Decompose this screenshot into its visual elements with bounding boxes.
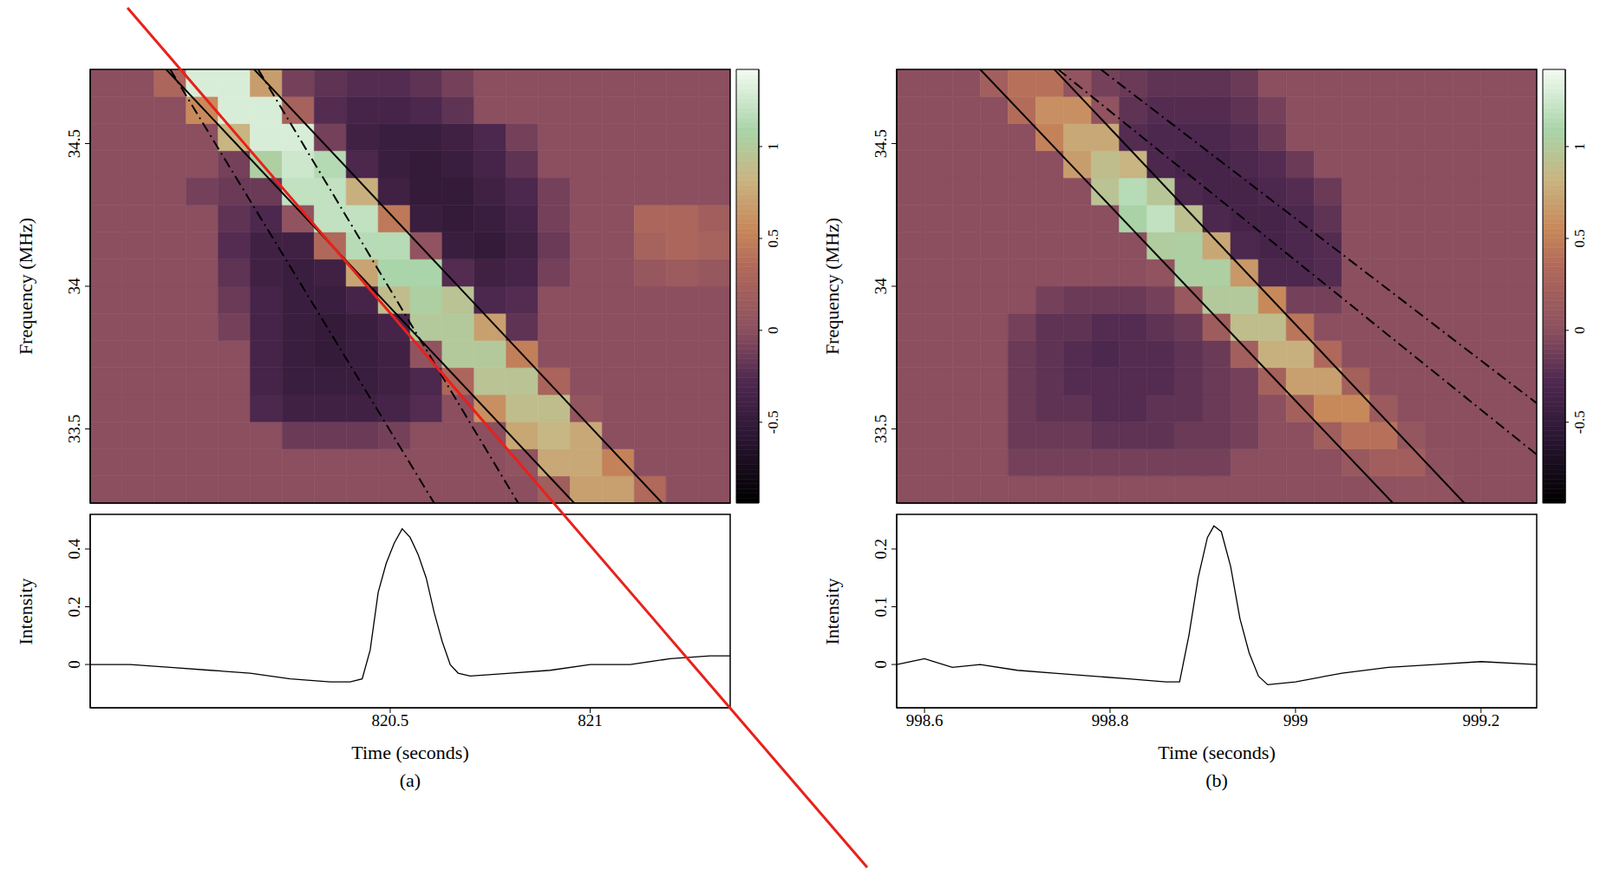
html-text:Intensity: Intensity xyxy=(821,577,843,645)
html-text:(b): (b) xyxy=(1205,769,1228,791)
svg-text:34: 34 xyxy=(871,277,890,295)
svg-text:999: 999 xyxy=(1283,711,1309,730)
html-text:(a): (a) xyxy=(399,769,421,791)
html-text:Frequency (MHz): Frequency (MHz) xyxy=(821,217,843,355)
svg-text:34.5: 34.5 xyxy=(65,129,84,158)
svg-text:0.5: 0.5 xyxy=(764,228,782,248)
svg-text:34.5: 34.5 xyxy=(871,129,890,158)
svg-text:0: 0 xyxy=(871,659,890,669)
svg-text:1: 1 xyxy=(1571,143,1588,151)
svg-text:-0.5: -0.5 xyxy=(1571,410,1588,434)
svg-text:820.5: 820.5 xyxy=(372,711,410,730)
svg-text:33.5: 33.5 xyxy=(871,414,890,444)
html-text:Time (seconds): Time (seconds) xyxy=(351,741,469,764)
html-text:Intensity: Intensity xyxy=(14,577,37,645)
svg-text:0: 0 xyxy=(1571,326,1588,335)
svg-text:821: 821 xyxy=(577,711,603,730)
svg-text:33.5: 33.5 xyxy=(65,414,84,444)
svg-text:998.6: 998.6 xyxy=(906,711,944,730)
svg-text:0: 0 xyxy=(65,659,84,669)
svg-text:0.2: 0.2 xyxy=(65,596,84,618)
svg-text:0.1: 0.1 xyxy=(871,596,890,618)
svg-text:0.4: 0.4 xyxy=(65,538,84,560)
svg-text:0: 0 xyxy=(764,326,782,335)
svg-text:999.2: 999.2 xyxy=(1462,711,1500,730)
svg-text:1: 1 xyxy=(764,143,782,151)
svg-text:998.8: 998.8 xyxy=(1091,711,1130,730)
svg-text:0.5: 0.5 xyxy=(1571,228,1588,248)
html-text:Frequency (MHz): Frequency (MHz) xyxy=(14,217,37,355)
html-text:Time (seconds): Time (seconds) xyxy=(1157,741,1276,764)
svg-text:-0.5: -0.5 xyxy=(764,410,782,434)
svg-text:34: 34 xyxy=(65,277,84,295)
svg-text:0.2: 0.2 xyxy=(871,538,890,560)
